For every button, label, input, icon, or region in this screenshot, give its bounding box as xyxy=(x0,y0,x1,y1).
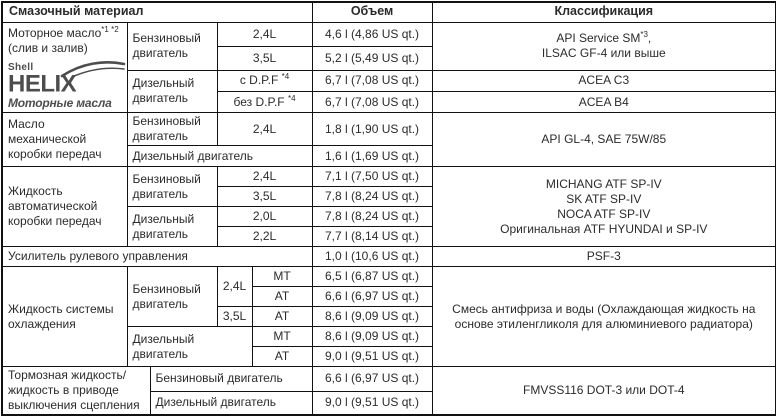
auto-gearbox-section-label: Жидкость автоматической коробки передач xyxy=(1,166,128,248)
manual-gearbox-classification: API GL-4, SAE 75W/85 xyxy=(431,112,776,168)
petrol-class-line1: API Service SM*3, xyxy=(556,30,652,46)
shell-brand-text: Shell xyxy=(8,61,34,73)
manual-gearbox-section-label: Масло механической коробки передач xyxy=(1,112,128,168)
coolant-diesel-engine: Дизельный двигатель xyxy=(126,326,253,368)
table-row: 3,5L AT 8,6 l (9,09 US qt.) xyxy=(2,306,776,328)
auto-gearbox-diesel-engine: Дизельный двигатель xyxy=(126,206,218,248)
auto-gearbox-petrol-35-volume: 7,8 l (8,24 US qt.) xyxy=(311,186,433,208)
table-row: 3,5L 5,2 l (5,49 US qt.) xyxy=(2,45,776,71)
power-steering-classification: PSF-3 xyxy=(431,246,776,268)
brake-fluid-section-label: Тормозная жидкость/ жидкость в приводе в… xyxy=(1,366,151,416)
manual-gearbox-diesel-volume: 1,6 l (1,69 US qt.) xyxy=(311,145,433,168)
shell-helix-logo: Shell HELIX Моторные масла xyxy=(8,60,126,112)
atf-class-line: Оригинальная ATF HYUNDAI и SP-IV xyxy=(500,221,708,236)
table-row: AT 6,6 l (6,97 US qt.) xyxy=(2,286,776,308)
coolant-petrol-24-at-label: AT xyxy=(251,286,313,308)
engine-oil-diesel-engine: Дизельный двигатель xyxy=(126,69,218,114)
header-volume: Объем xyxy=(311,1,433,23)
manual-gearbox-diesel-engine: Дизельный двигатель xyxy=(126,145,313,168)
coolant-petrol-24-at-volume: 6,6 l (6,97 US qt.) xyxy=(311,286,433,308)
coolant-diesel-mt-volume: 8,6 l (9,09 US qt.) xyxy=(311,326,433,348)
table-row: Жидкость системы охлаждения Бензиновый д… xyxy=(1,266,776,368)
brake-classification: FMVSS116 DOT-3 или DOT-4 xyxy=(431,366,776,416)
manual-gearbox-petrol-24-label: 2,4L xyxy=(216,112,313,147)
coolant-petrol-35-at-label: AT xyxy=(251,306,313,328)
coolant-petrol-35-label: 3,5L xyxy=(216,306,253,328)
brake-diesel-engine: Дизельный двигатель xyxy=(149,390,313,416)
coolant-petrol-24-mt-label: MT xyxy=(251,266,313,288)
table-row: Масло механической коробки передач Бензи… xyxy=(1,112,776,168)
engine-oil-petrol-24-volume: 4,6 l (4,86 US qt.) xyxy=(311,21,433,47)
engine-oil-petrol-classification: API Service SM*3, ILSAC GF-4 или выше xyxy=(431,21,776,71)
brake-petrol-engine: Бензиновый двигатель xyxy=(149,366,313,392)
coolant-petrol-engine: Бензиновый двигатель xyxy=(126,266,218,328)
engine-oil-petrol-24-label: 2,4L xyxy=(216,21,313,47)
auto-gearbox-petrol-24-volume: 7,1 l (7,50 US qt.) xyxy=(311,166,433,188)
auto-gearbox-diesel-20-volume: 7,8 l (8,24 US qt.) xyxy=(311,206,433,228)
brake-petrol-volume: 6,6 l (6,97 US qt.) xyxy=(311,366,433,392)
petrol-class-line2: ILSAC GF-4 или выше xyxy=(541,46,666,60)
engine-oil-dpf-classification: ACEA C3 xyxy=(431,69,776,93)
engine-oil-subtitle: (слив и залив) xyxy=(8,40,88,55)
engine-oil-title: Моторное масло*1 *2 xyxy=(8,24,119,40)
table-header-row: Смазочный материал Объем Классификация xyxy=(1,1,776,23)
engine-oil-dpf-volume: 6,7 l (7,08 US qt.) xyxy=(311,69,433,93)
auto-gearbox-petrol-24-label: 2,4L xyxy=(216,166,313,188)
table-row: 3,5L 7,8 l (8,24 US qt.) xyxy=(2,186,776,208)
table-row: Жидкость автоматической коробки передач … xyxy=(1,166,776,248)
logo-tagline: Моторные масла xyxy=(8,96,112,111)
engine-oil-petrol-35-volume: 5,2 l (5,49 US qt.) xyxy=(311,45,433,71)
atf-class-line: MICHANG ATF SP-IV xyxy=(545,176,662,191)
engine-oil-nodpf-volume: 6,7 l (7,08 US qt.) xyxy=(311,91,433,114)
table-row: Усилитель рулевого управления 1,0 l (10,… xyxy=(1,246,776,268)
coolant-section-label: Жидкость системы охлаждения xyxy=(1,266,128,368)
header-classification: Классификация xyxy=(431,1,776,23)
manual-gearbox-petrol-engine: Бензиновый двигатель xyxy=(126,112,218,147)
coolant-diesel-at-label: AT xyxy=(251,346,313,368)
atf-class-line: NOCA ATF SP-IV xyxy=(557,206,651,221)
helix-logo-text: HELIX xyxy=(8,69,77,97)
table-row: Тормозная жидкость/ жидкость в приводе в… xyxy=(1,366,776,416)
auto-gearbox-diesel-20-label: 2,0L xyxy=(216,206,313,228)
auto-gearbox-petrol-engine: Бензиновый двигатель xyxy=(126,166,218,208)
coolant-classification: Смесь антифриза и воды (Охлаждающая жидк… xyxy=(431,266,776,368)
engine-oil-petrol-engine: Бензиновый двигатель xyxy=(126,21,218,71)
brake-diesel-volume: 9,0 l (9,51 US qt.) xyxy=(311,390,433,416)
auto-gearbox-petrol-35-label: 3,5L xyxy=(216,186,313,208)
engine-oil-nodpf-label: без D.P.F *4 xyxy=(216,91,313,114)
header-lubricant: Смазочный материал xyxy=(1,1,313,23)
coolant-petrol-24-label: 2,4L xyxy=(216,266,253,308)
power-steering-volume: 1,0 l (10,6 US qt.) xyxy=(311,246,433,268)
coolant-diesel-mt-label: MT xyxy=(251,326,313,348)
table-row: AT 9,0 l (9,51 US qt.) xyxy=(2,346,776,368)
engine-oil-section-label: Моторное масло*1 *2 (слив и залив) Shell… xyxy=(1,21,128,114)
power-steering-label: Усилитель рулевого управления xyxy=(1,246,313,268)
coolant-diesel-at-volume: 9,0 l (9,51 US qt.) xyxy=(311,346,433,368)
engine-oil-petrol-35-label: 3,5L xyxy=(216,45,313,71)
auto-gearbox-diesel-22-label: 2,2L xyxy=(216,226,313,248)
table-row: Моторное масло*1 *2 (слив и залив) Shell… xyxy=(1,21,776,114)
auto-gearbox-diesel-22-volume: 7,7 l (8,14 US qt.) xyxy=(311,226,433,248)
engine-oil-nodpf-classification: ACEA B4 xyxy=(431,91,776,114)
manual-gearbox-petrol-24-volume: 1,8 l (1,90 US qt.) xyxy=(311,112,433,147)
atf-class-line: SK ATF SP-IV xyxy=(566,191,642,206)
auto-gearbox-classification: MICHANG ATF SP-IV SK ATF SP-IV NOCA ATF … xyxy=(431,166,776,248)
engine-oil-dpf-label: с D.P.F *4 xyxy=(216,69,313,93)
coolant-petrol-24-mt-volume: 6,5 l (6,87 US qt.) xyxy=(311,266,433,288)
coolant-petrol-35-at-volume: 8,6 l (9,09 US qt.) xyxy=(311,306,433,328)
